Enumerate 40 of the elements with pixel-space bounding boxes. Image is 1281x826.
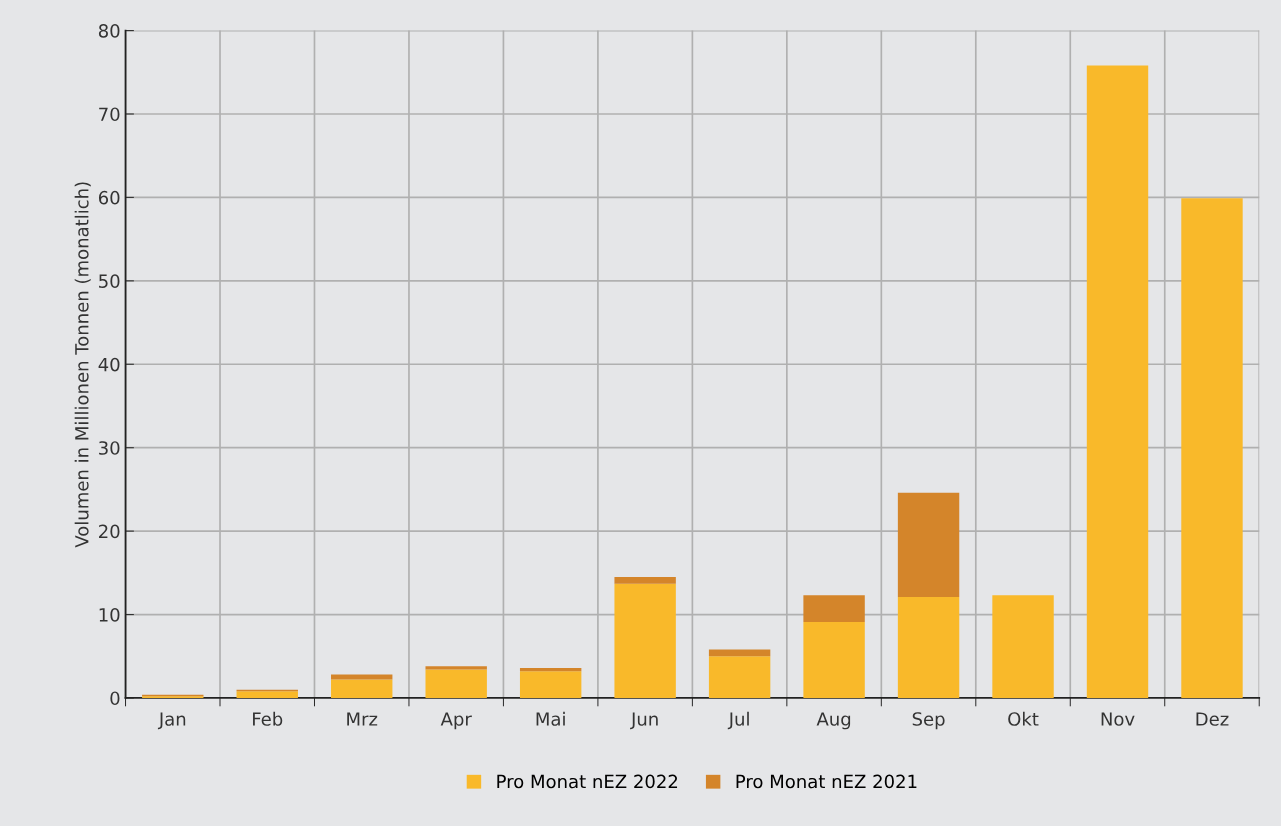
y-tick-label: 50 <box>99 274 120 288</box>
y-tick-label: 70 <box>99 107 120 122</box>
bar <box>1086 65 1149 698</box>
bar <box>519 671 582 698</box>
legend-label: Pro Monat nEZ 2022 <box>497 774 678 789</box>
bar <box>425 669 487 698</box>
y-tick-label: 60 <box>98 190 120 205</box>
bar <box>803 622 865 698</box>
bar <box>614 577 676 584</box>
x-tick-label: Jul <box>727 711 749 730</box>
x-tick-label: Sep <box>912 712 945 730</box>
x-tick-label: Jan <box>157 712 186 730</box>
y-tick-label: 0 <box>110 691 120 706</box>
bar <box>236 691 298 698</box>
bar <box>992 595 1054 698</box>
x-tick-label: Aug <box>816 712 851 730</box>
y-tick-label: 30 <box>99 441 120 455</box>
x-tick-label: Mai <box>536 711 565 726</box>
bar <box>425 666 487 670</box>
y-tick-label: 40 <box>98 357 120 372</box>
bar <box>614 583 676 698</box>
y-axis-title: Volumen in Millionen Tonnen (monatlich) <box>74 182 91 548</box>
y-tick-label: 20 <box>99 524 120 539</box>
y-tick-label: 80 <box>98 24 120 38</box>
x-tick-label: Apr <box>440 712 472 730</box>
legend-label: Pro Monat nEZ 2021 <box>736 774 917 789</box>
bar <box>803 595 865 623</box>
bar <box>897 492 960 598</box>
bar <box>1181 198 1243 698</box>
x-tick-label: Feb <box>253 711 283 726</box>
y-tick-label: 10 <box>99 608 120 622</box>
x-tick-label: Nov <box>1101 712 1135 726</box>
bar <box>708 656 771 698</box>
x-tick-label: Jun <box>630 712 658 730</box>
x-tick-label: Okt <box>1008 711 1039 726</box>
bar <box>331 674 393 680</box>
bar <box>331 679 393 698</box>
x-tick-label: Dez <box>1196 712 1229 726</box>
x-tick-label: Mrz <box>347 712 378 726</box>
bar <box>897 597 960 698</box>
